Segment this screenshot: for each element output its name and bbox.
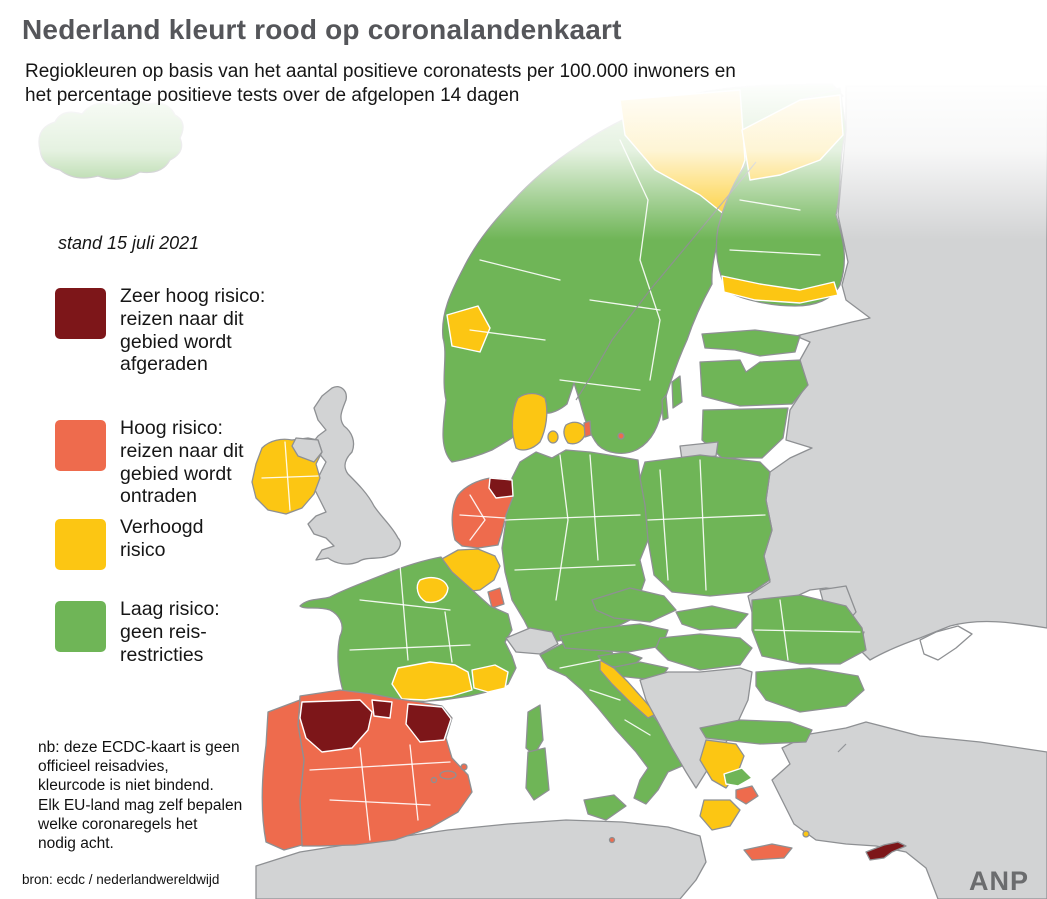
region-bulgaria	[755, 667, 865, 713]
region-provence	[471, 664, 509, 693]
region-norway-southwest	[446, 305, 491, 353]
region-rhodes	[802, 830, 810, 838]
bosporus-strait	[837, 743, 847, 753]
region-cyprus	[865, 841, 907, 861]
legend-swatch-very-high	[55, 288, 106, 339]
legend-swatch-increased	[55, 519, 106, 570]
legend-label-high: Hoog risico: reizen naar dit gebied word…	[120, 417, 244, 508]
region-united-kingdom	[307, 386, 402, 565]
region-switzerland	[505, 627, 559, 655]
region-lithuania	[701, 407, 789, 459]
region-latvia	[699, 359, 809, 407]
legend-item-high-risk: Hoog risico: reizen naar dit gebied word…	[55, 417, 244, 511]
disclaimer-note: nb: deze ECDC-kaart is geen officieel re…	[38, 739, 243, 853]
status-date: stand 15 juli 2021	[58, 233, 200, 253]
region-gotland	[671, 375, 683, 409]
source-credit: bron: ecdc / nederlandwereldwijd	[22, 872, 220, 887]
page-title: Nederland kleurt rood op coronalandenkaa…	[22, 14, 622, 45]
region-castilla-y-leon	[299, 699, 373, 753]
region-copenhagen	[583, 420, 592, 438]
legend-item-increased-risk: Verhoogd risico	[55, 516, 204, 570]
region-catalonia	[405, 703, 452, 743]
page-subtitle: Regiokleuren op basis van het aantal pos…	[25, 61, 736, 106]
region-greece-north	[699, 719, 813, 745]
region-malta	[608, 836, 616, 844]
legend-label-very-high: Zeer hoog risico: reizen naar dit gebied…	[120, 285, 266, 376]
region-romania	[751, 594, 867, 665]
legend-item-very-high-risk: Zeer hoog risico: reizen naar dit gebied…	[55, 285, 266, 379]
region-occitanie	[391, 661, 473, 701]
region-groningen	[488, 477, 514, 499]
region-sardinia	[525, 747, 550, 801]
legend-label-low: Laag risico: geen reis- restricties	[120, 598, 220, 666]
region-inner-borders	[261, 139, 861, 841]
region-slovakia	[675, 605, 749, 631]
region-corsica	[525, 704, 544, 756]
region-oland	[661, 394, 669, 421]
region-denmark	[511, 392, 548, 451]
region-crete	[743, 843, 793, 861]
region-france	[299, 556, 517, 703]
region-czechia	[591, 587, 677, 623]
region-northern-ireland	[291, 437, 323, 463]
region-zealand	[563, 421, 587, 445]
map-top-fade	[0, 78, 1047, 240]
region-turkey-middle-east	[771, 721, 1047, 899]
region-funen	[547, 430, 559, 444]
region-crimea	[919, 625, 973, 661]
region-sicily	[583, 794, 627, 821]
legend-item-low-risk: Laag risico: geen reis- restricties	[55, 598, 220, 669]
anp-logo: ANP	[968, 866, 1029, 896]
region-greece-evia	[723, 767, 753, 787]
region-peloponnese	[699, 799, 741, 831]
region-croatia-coast	[599, 659, 657, 719]
region-estonia	[701, 329, 801, 357]
region-ile-de-france	[416, 576, 449, 604]
region-finland-south	[721, 275, 839, 304]
legend-swatch-high	[55, 420, 106, 471]
legend-swatch-low	[55, 601, 106, 652]
region-bornholm	[617, 432, 625, 440]
region-portugal	[261, 699, 305, 851]
legend-label-increased: Verhoogd risico	[120, 516, 204, 561]
region-navarra	[371, 699, 393, 719]
region-luxembourg	[487, 587, 505, 609]
region-attica	[735, 785, 759, 805]
region-hungary	[655, 633, 753, 671]
region-balearics	[430, 763, 468, 784]
